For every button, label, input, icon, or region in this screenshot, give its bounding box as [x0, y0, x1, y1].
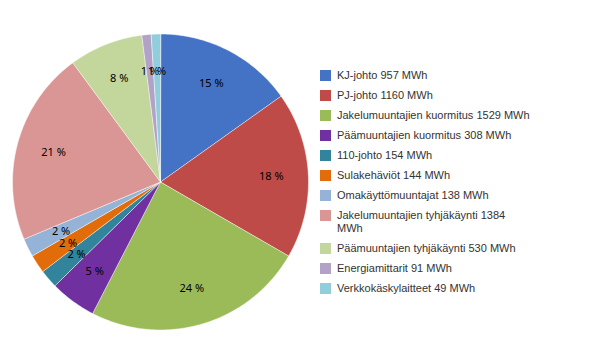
html-text:Omakäyttömuuntajat 138 MWh: Omakäyttömuuntajat 138 MWh — [337, 188, 489, 201]
svg-text:21 %: 21 % — [41, 144, 66, 159]
html-text:Sulakehäviöt 144 MWh: Sulakehäviöt 144 MWh — [337, 168, 451, 181]
html-text:Verkkokäskylaitteet 49 MWh: Verkkokäskylaitteet 49 MWh — [337, 281, 476, 294]
html-text:Päämuuntajien tyhjäkäynti 530: Päämuuntajien tyhjäkäynti 530 MWh — [337, 241, 516, 254]
svg-text:1 %: 1 % — [148, 63, 166, 78]
html-text:Päämuuntajien kuormitus 308 MW: Päämuuntajien kuormitus 308 MWh — [337, 128, 512, 141]
svg-text:2 %: 2 % — [52, 223, 70, 238]
html-text:Jakelumuuntajien kuormitus 152: Jakelumuuntajien kuormitus 1529 MWh — [337, 108, 530, 121]
html-text:Jakelumuuntajien tyhjäkäynti 1: Jakelumuuntajien tyhjäkäynti 1384 MWh — [337, 208, 506, 234]
svg-text:15 %: 15 % — [199, 75, 224, 90]
svg-text:24 %: 24 % — [179, 280, 204, 295]
html-text:110-johto 154 MWh: 110-johto 154 MWh — [337, 148, 433, 161]
html-text:PJ-johto 1160 MWh: PJ-johto 1160 MWh — [337, 88, 433, 101]
svg-text:2 %: 2 % — [58, 235, 78, 250]
html-text:Energiamittarit 91 MWh: Energiamittarit 91 MWh — [337, 261, 452, 274]
svg-text:8 %: 8 % — [110, 70, 128, 85]
svg-text:5 %: 5 % — [86, 263, 104, 278]
html-text:KJ-johto 957 MWh: KJ-johto 957 MWh — [337, 68, 428, 81]
svg-text:2 %: 2 % — [67, 246, 86, 262]
svg-text:18 %: 18 % — [259, 168, 284, 183]
